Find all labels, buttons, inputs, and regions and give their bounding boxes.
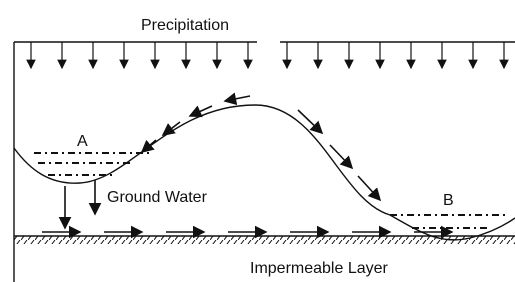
- diagram: Precipitation A B Ground Water Impermeab…: [0, 0, 515, 282]
- label-impermeable: Impermeable Layer: [250, 260, 389, 277]
- label-ground-water: Ground Water: [107, 189, 208, 206]
- water-b: [390, 215, 505, 228]
- impermeable-hatch: [14, 236, 515, 244]
- title: Precipitation: [141, 17, 229, 34]
- water-a: [34, 153, 150, 175]
- surface-flow: [142, 96, 380, 200]
- label-b: B: [443, 192, 454, 209]
- rain-arrows: [31, 42, 504, 68]
- label-a: A: [77, 133, 88, 150]
- infiltration: [65, 180, 95, 228]
- terrain: [14, 105, 515, 240]
